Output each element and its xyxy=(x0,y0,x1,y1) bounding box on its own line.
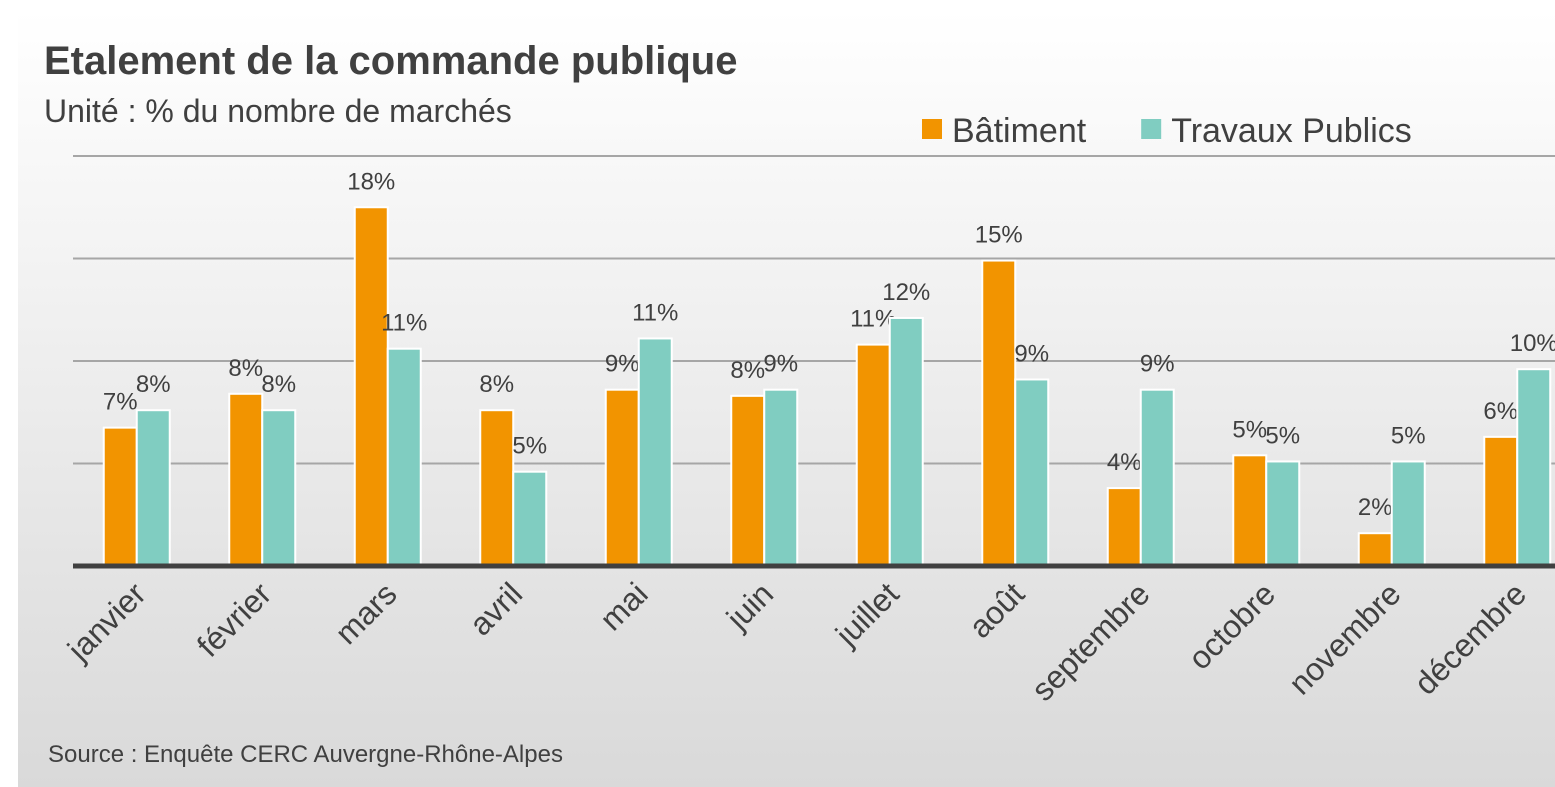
bar xyxy=(512,470,548,568)
value-label: 8% xyxy=(730,357,765,384)
bar xyxy=(730,394,766,567)
bar xyxy=(261,409,297,568)
source: Source : Enquête CERC Auvergne-Rhône-Alp… xyxy=(48,741,563,768)
bar xyxy=(1390,460,1426,568)
value-label: 10% xyxy=(1510,330,1555,357)
value-label: 5% xyxy=(512,433,547,460)
bar xyxy=(1014,378,1050,568)
bar xyxy=(228,392,264,567)
bar xyxy=(981,259,1017,567)
value-label: 11% xyxy=(381,310,427,337)
value-label: 9% xyxy=(763,351,798,378)
value-label: 18% xyxy=(347,168,395,195)
chart-title: Etalement de la commande publique xyxy=(44,39,737,83)
value-label: 12% xyxy=(882,279,930,306)
bar xyxy=(102,426,138,567)
bar xyxy=(1232,454,1268,567)
bar xyxy=(763,388,799,568)
bar xyxy=(604,388,640,568)
bar xyxy=(1357,532,1393,568)
value-label: 8% xyxy=(136,371,171,398)
value-label: 2% xyxy=(1358,494,1393,521)
value-label: 7% xyxy=(103,389,138,416)
bar xyxy=(479,409,515,568)
value-label: 6% xyxy=(1483,398,1518,425)
bar xyxy=(855,343,891,567)
value-label: 11% xyxy=(850,306,896,333)
value-label: 15% xyxy=(975,222,1023,249)
value-label: 5% xyxy=(1391,422,1426,449)
value-label: 9% xyxy=(1140,351,1175,378)
chart-subtitle: Unité : % du nombre de marchés xyxy=(44,93,512,129)
value-label: 8% xyxy=(228,355,263,382)
bar xyxy=(1265,460,1301,568)
bar xyxy=(135,409,171,568)
value-label: 4% xyxy=(1107,449,1142,476)
legend-label: Bâtiment xyxy=(952,112,1087,150)
bar xyxy=(1483,435,1519,567)
legend-swatch xyxy=(1141,119,1162,139)
bar xyxy=(637,337,673,568)
bar xyxy=(888,316,924,568)
bar xyxy=(1516,368,1552,568)
legend-label: Travaux Publics xyxy=(1171,112,1412,150)
value-label: 8% xyxy=(261,371,296,398)
bar xyxy=(1106,487,1142,568)
value-label: 9% xyxy=(1014,340,1049,367)
value-label: 8% xyxy=(479,371,514,398)
value-label: 5% xyxy=(1232,416,1267,443)
bar xyxy=(353,206,389,567)
value-label: 9% xyxy=(605,351,640,378)
value-label: 5% xyxy=(1265,422,1300,449)
value-label: 11% xyxy=(632,299,678,326)
bar xyxy=(1139,388,1175,568)
legend-swatch xyxy=(922,119,942,139)
bar xyxy=(386,347,422,568)
